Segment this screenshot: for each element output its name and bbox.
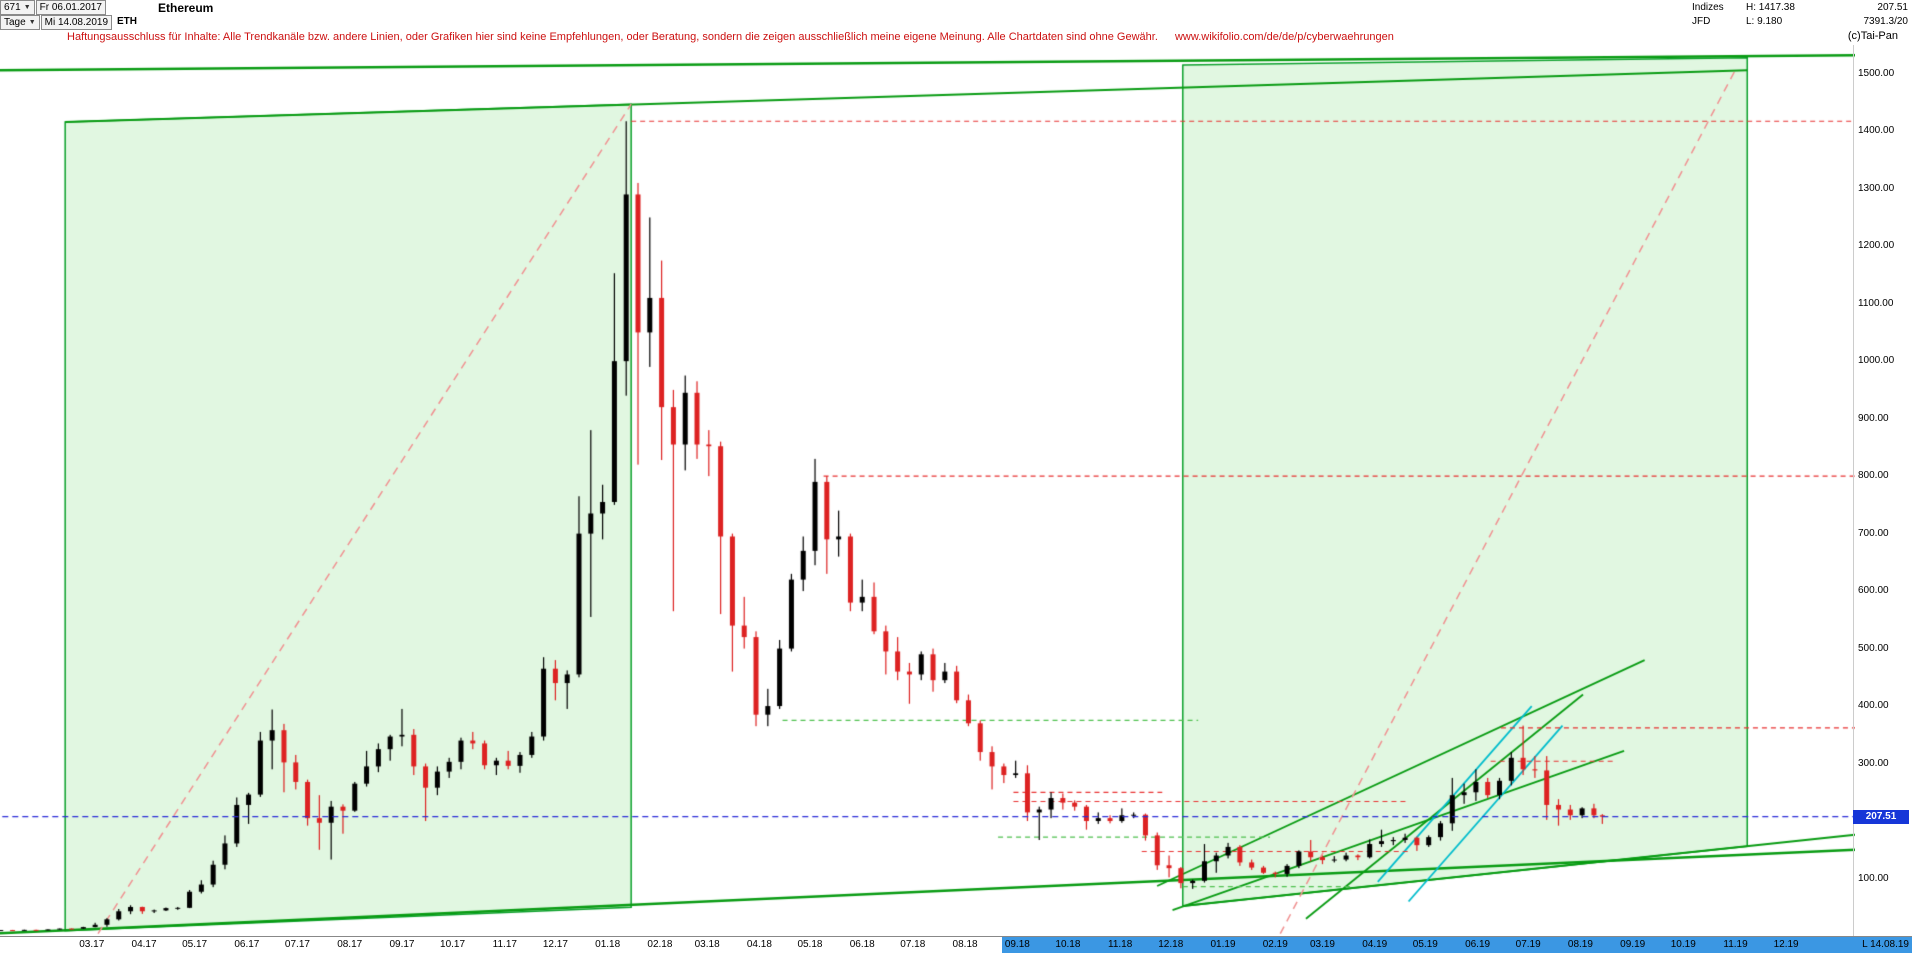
x-axis-label: 05.17	[182, 939, 208, 950]
x-axis-label: 02.18	[647, 939, 673, 950]
y-axis-label: 1400.00	[1858, 125, 1895, 137]
bars-count-select[interactable]: 671 ▼	[0, 0, 35, 15]
time-axis-highlight	[1002, 937, 1912, 953]
x-axis-label: 07.17	[284, 939, 310, 950]
x-axis-label: 11.17	[492, 939, 517, 950]
x-axis-label: 11.18	[1108, 939, 1133, 950]
x-axis-label: 02.19	[1262, 939, 1288, 950]
y-axis-label: 1500.00	[1858, 67, 1895, 79]
x-axis-label: 05.18	[797, 939, 823, 950]
x-axis-label: 03.18	[694, 939, 720, 950]
x-axis-label: 12.19	[1773, 939, 1799, 950]
quote-info-panel: Indizes H: 1417.38 207.51 JFD L: 9.180 7…	[1692, 1, 1908, 28]
chevron-down-icon: ▼	[28, 19, 36, 26]
x-axis-label: 01.18	[595, 939, 621, 950]
last-price-value: 207.51	[1877, 2, 1908, 13]
y-axis-label: 400.00	[1858, 700, 1889, 712]
y-axis-label: 1300.00	[1858, 182, 1895, 194]
x-axis-label: 01.19	[1210, 939, 1236, 950]
x-axis-label: 09.19	[1620, 939, 1646, 950]
y-axis-label: 900.00	[1858, 412, 1889, 424]
x-axis-label: 03.19	[1309, 939, 1335, 950]
data-source-label: JFD	[1692, 16, 1711, 27]
interval-select[interactable]: Tage ▼	[0, 15, 40, 30]
x-axis-label: 12.18	[1158, 939, 1184, 950]
time-axis[interactable]: L 14.08.19 03.17 04.17 05.17 06.17 07.17 08.1…	[0, 936, 1912, 953]
y-axis-label: 100.00	[1858, 872, 1889, 884]
volume-value: 7391.3/20	[1863, 16, 1909, 27]
range-start-date-field[interactable]: Fr 06.01.2017	[35, 0, 106, 15]
x-axis-label: 09.17	[389, 939, 415, 950]
x-axis-label: 10.18	[1055, 939, 1081, 950]
indizes-label: Indizes	[1692, 2, 1724, 13]
x-axis-label: 06.17	[234, 939, 260, 950]
last-price-tag: 207.51	[1853, 809, 1909, 824]
x-axis-label: 11.19	[1723, 939, 1748, 950]
x-axis-label: 04.17	[131, 939, 157, 950]
x-axis-label: 03.17	[79, 939, 105, 950]
last-date-label: L 14.08.19	[1862, 939, 1909, 950]
y-axis-label: 800.00	[1858, 470, 1889, 482]
y-axis-label: 300.00	[1858, 757, 1889, 769]
x-axis-label: 07.19	[1515, 939, 1541, 950]
x-axis-label: 10.19	[1670, 939, 1696, 950]
header-row-2: Tage ▼ Mi 14.08.2019 ETH	[0, 15, 1912, 30]
chart-title: Ethereum	[158, 1, 214, 15]
disclaimer-bar: Haftungsausschluss für Inhalte: Alle Tre…	[67, 31, 1394, 43]
price-axis[interactable]: 1500.00 1400.00 1300.00 1200.00 1100.00 1000.…	[1853, 45, 1912, 936]
y-axis-label: 700.00	[1858, 527, 1889, 539]
disclaimer-url[interactable]: www.wikifolio.com/de/de/p/cyberwaehrunge…	[1174, 31, 1394, 43]
x-axis-label: 06.19	[1465, 939, 1491, 950]
x-axis-label: 07.18	[900, 939, 926, 950]
y-axis-label: 600.00	[1858, 585, 1889, 597]
y-axis-label: 1000.00	[1858, 355, 1895, 367]
period-high-value: H: 1417.38	[1746, 2, 1795, 13]
range-end-date-field[interactable]: Mi 14.08.2019	[40, 15, 113, 30]
disclaimer-text: Haftungsausschluss für Inhalte: Alle Tre…	[67, 31, 1158, 43]
x-axis-label: 08.19	[1567, 939, 1593, 950]
bars-count-value: 671	[4, 2, 21, 13]
y-axis-label: 500.00	[1858, 642, 1889, 654]
x-axis-label: 09.18	[1004, 939, 1030, 950]
x-axis-label: 06.18	[849, 939, 875, 950]
y-axis-label: 1100.00	[1858, 297, 1894, 309]
x-axis-label: 12.17	[542, 939, 568, 950]
x-axis-label: 04.19	[1362, 939, 1388, 950]
y-axis-label: 1200.00	[1858, 240, 1895, 252]
symbol-code: ETH	[117, 16, 138, 27]
header-row-1: 671 ▼ Fr 06.01.2017 Ethereum Indizes H: …	[0, 0, 1912, 27]
price-chart-canvas[interactable]	[0, 45, 1855, 936]
x-axis-label: 08.17	[337, 939, 363, 950]
x-axis-label: 08.18	[952, 939, 978, 950]
chevron-down-icon: ▼	[23, 4, 31, 11]
copyright-label: (c)Tai-Pan	[1847, 30, 1898, 42]
period-low-value: L: 9.180	[1746, 16, 1783, 27]
x-axis-label: 10.17	[440, 939, 466, 950]
x-axis-label: 05.19	[1412, 939, 1438, 950]
x-axis-label: 04.18	[746, 939, 772, 950]
interval-value: Tage	[4, 17, 26, 28]
